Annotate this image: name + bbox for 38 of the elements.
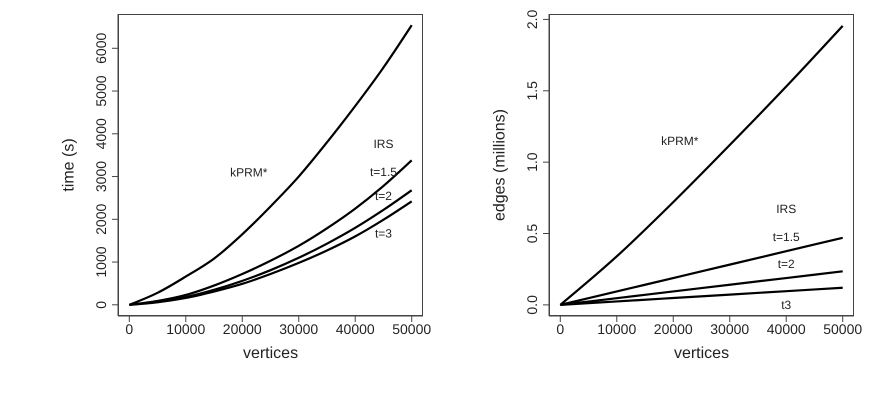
y-axis-title: time (s) <box>60 138 78 192</box>
x-tick-label: 0 <box>556 320 564 337</box>
y-tick-label: 2.0 <box>524 9 540 30</box>
y-tick-label: 0.0 <box>524 294 540 315</box>
y-tick-label: 2000 <box>93 204 109 235</box>
annotation: IRS <box>776 202 796 216</box>
series-label: t=2 <box>778 257 796 272</box>
x-tick-label: 40000 <box>766 320 806 337</box>
x-tick-label: 50000 <box>823 320 862 337</box>
series-label: kPRM* <box>661 134 699 148</box>
x-axis-title: vertices <box>242 345 298 362</box>
x-tick-label: 20000 <box>222 320 262 337</box>
y-tick-label: 1.0 <box>524 152 540 172</box>
series-label: t=1.5 <box>772 230 800 244</box>
series-label: t=2 <box>374 188 392 203</box>
x-tick-label: 30000 <box>710 320 750 337</box>
y-tick-label: 0 <box>93 300 109 309</box>
y-tick-label: 6000 <box>93 32 109 64</box>
y-axis-title: edges (millions) <box>492 108 509 222</box>
y-tick-label: 1000 <box>93 246 109 278</box>
y-tick-label: 1.5 <box>524 80 540 101</box>
x-tick-label: 10000 <box>166 320 206 337</box>
x-tick-label: 40000 <box>336 320 375 337</box>
y-tick-label: 5000 <box>93 75 109 107</box>
series-label: t=3 <box>374 226 392 241</box>
x-tick-label: 10000 <box>597 320 636 337</box>
y-tick-label: 3000 <box>93 160 109 192</box>
series-label: kPRM* <box>230 166 268 180</box>
y-tick-label: 0.5 <box>524 224 540 244</box>
annotation: IRS <box>373 136 394 151</box>
series-label: t3 <box>781 298 792 312</box>
series-label: t=1.5 <box>370 164 398 179</box>
x-tick-label: 30000 <box>279 320 318 337</box>
x-tick-label: 0 <box>125 320 134 337</box>
x-tick-label: 20000 <box>654 320 693 337</box>
x-axis-title: vertices <box>674 345 730 362</box>
x-tick-label: 50000 <box>392 320 432 337</box>
y-tick-label: 4000 <box>93 118 109 150</box>
